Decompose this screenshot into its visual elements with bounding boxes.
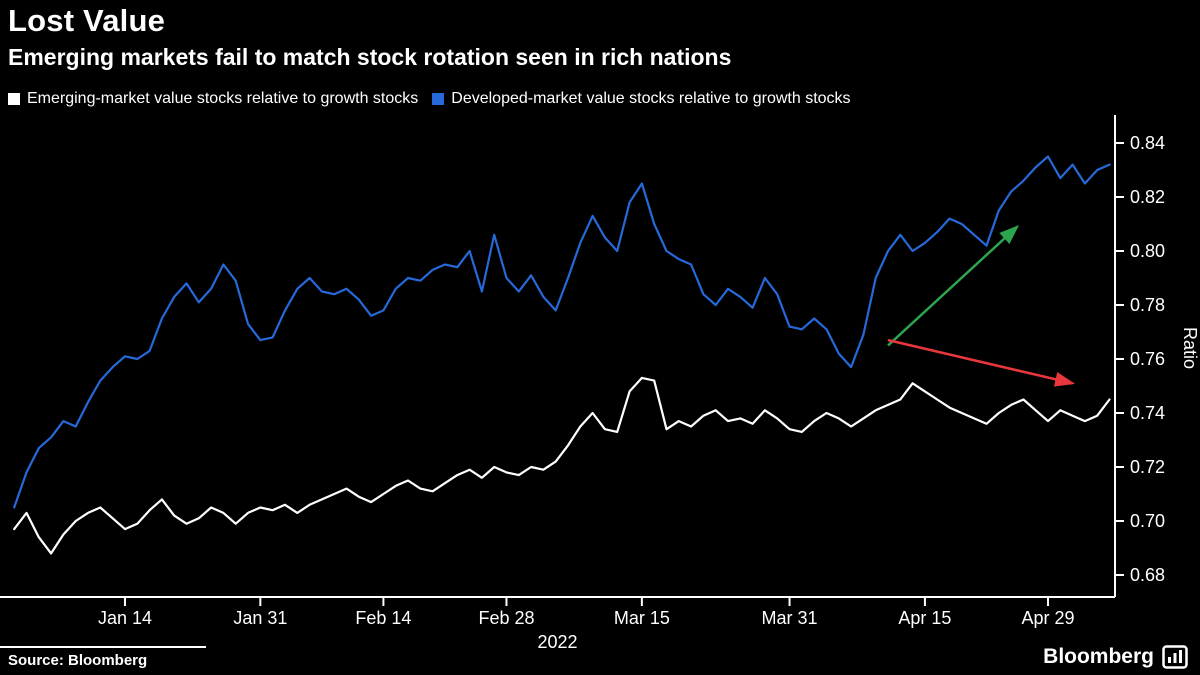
svg-text:0.74: 0.74 bbox=[1130, 403, 1165, 423]
legend-swatch-emerging-icon bbox=[8, 93, 20, 105]
legend-swatch-developed-icon bbox=[432, 93, 445, 105]
svg-text:0.76: 0.76 bbox=[1130, 349, 1165, 369]
svg-text:Mar 31: Mar 31 bbox=[762, 608, 818, 628]
svg-text:0.80: 0.80 bbox=[1130, 241, 1165, 261]
svg-text:0.72: 0.72 bbox=[1130, 457, 1165, 477]
svg-text:0.78: 0.78 bbox=[1130, 295, 1165, 315]
svg-text:Jan 31: Jan 31 bbox=[233, 608, 287, 628]
source-text: Source: Bloomberg bbox=[8, 652, 148, 669]
legend-item-developed: Developed-market value stocks relative t… bbox=[432, 90, 851, 108]
legend-label-developed: Developed-market value stocks relative t… bbox=[451, 90, 851, 107]
svg-text:Jan 14: Jan 14 bbox=[98, 608, 152, 628]
svg-text:0.82: 0.82 bbox=[1130, 187, 1165, 207]
legend: Emerging-market value stocks relative to… bbox=[8, 90, 851, 108]
bloomberg-logo: Bloomberg bbox=[1043, 645, 1188, 669]
svg-text:Ratio: Ratio bbox=[1180, 327, 1200, 369]
bloomberg-bar-chart-icon bbox=[1162, 645, 1188, 669]
bloomberg-wordmark: Bloomberg bbox=[1043, 645, 1154, 668]
svg-text:0.68: 0.68 bbox=[1130, 565, 1165, 585]
svg-text:Feb 14: Feb 14 bbox=[355, 608, 411, 628]
chart-subtitle: Emerging markets fail to match stock rot… bbox=[8, 44, 732, 70]
svg-text:0.84: 0.84 bbox=[1130, 133, 1165, 153]
legend-label-emerging: Emerging-market value stocks relative to… bbox=[27, 90, 419, 107]
footer-divider bbox=[0, 646, 206, 648]
svg-text:Apr 15: Apr 15 bbox=[898, 608, 951, 628]
svg-text:Apr 29: Apr 29 bbox=[1021, 608, 1074, 628]
svg-text:0.70: 0.70 bbox=[1130, 511, 1165, 531]
svg-text:Mar 15: Mar 15 bbox=[614, 608, 670, 628]
chart-title: Lost Value bbox=[8, 3, 166, 38]
svg-text:Feb 28: Feb 28 bbox=[478, 608, 534, 628]
svg-text:2022: 2022 bbox=[537, 632, 577, 652]
legend-item-emerging: Emerging-market value stocks relative to… bbox=[8, 90, 418, 108]
